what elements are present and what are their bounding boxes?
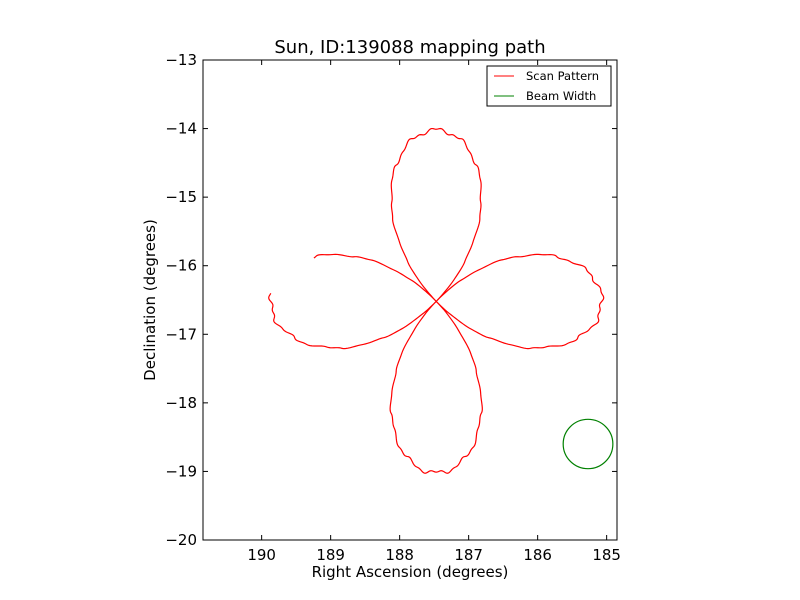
x-tick-label: 186 (523, 546, 552, 564)
axis-ticks: 190 189 188 187 186 185 −13 −14 −15 −16 −17 −18 −19 −… (165, 51, 621, 564)
y-tick-label: −13 (165, 51, 197, 69)
x-tick-label: 189 (316, 546, 345, 564)
y-tick-label: −15 (165, 188, 197, 206)
y-tick-label: −20 (165, 531, 197, 549)
x-tick-label: 187 (454, 546, 483, 564)
y-axis-label: Declination (degrees) (141, 219, 159, 381)
x-tick-label: 190 (247, 546, 276, 564)
plot-frame (202, 59, 618, 541)
scan-pattern-line (268, 127, 605, 474)
legend-label-scan-pattern: Scan Pattern (526, 69, 599, 83)
legend-label-beam-width: Beam Width (526, 89, 596, 103)
y-tick-label: −19 (165, 462, 197, 480)
legend: Scan Pattern Beam Width (486, 65, 612, 107)
legend-box (486, 65, 612, 107)
chart-title: Sun, ID:139088 mapping path (274, 37, 545, 58)
y-tick-label: −17 (165, 325, 197, 343)
x-axis-label: Right Ascension (degrees) (312, 563, 509, 581)
y-tick-label: −14 (165, 120, 197, 138)
x-tick-label: 188 (385, 546, 414, 564)
plot-background (203, 60, 617, 540)
plot-area (202, 59, 618, 541)
beam-width-circle (562, 418, 614, 470)
x-tick-label: 185 (592, 546, 621, 564)
y-tick-label: −18 (165, 394, 197, 412)
y-tick-label: −16 (165, 257, 197, 275)
